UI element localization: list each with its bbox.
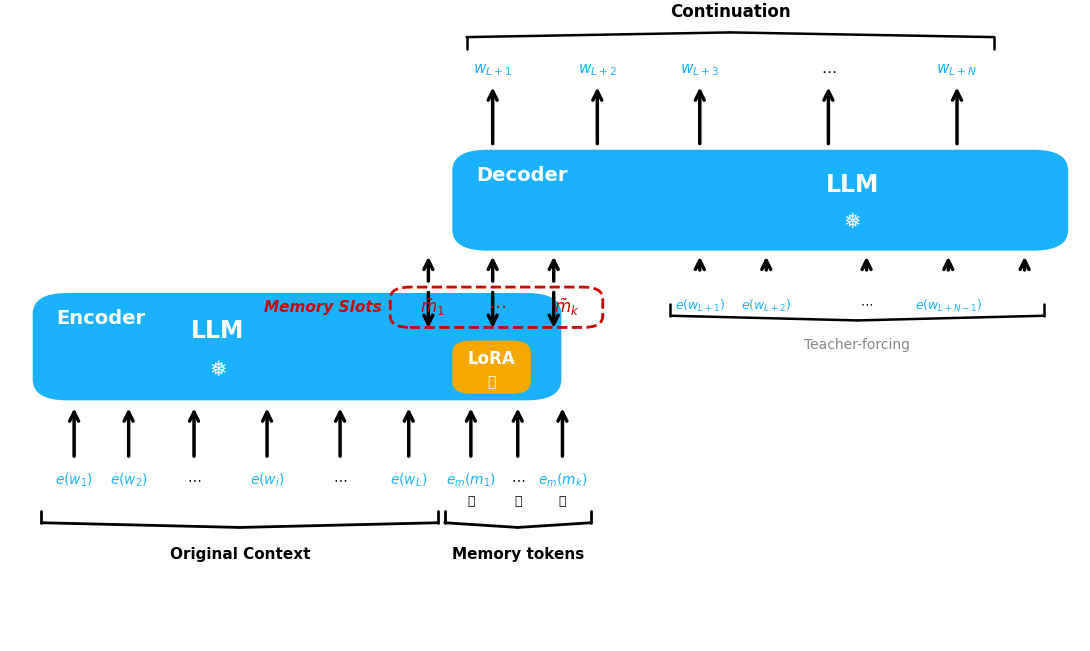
Text: Memory tokens: Memory tokens: [451, 547, 584, 562]
Text: $\cdots$: $\cdots$: [860, 298, 873, 311]
Text: $\cdots$: $\cdots$: [186, 472, 202, 486]
Text: $\tilde{m}_k$: $\tilde{m}_k$: [554, 297, 580, 318]
Text: Decoder: Decoder: [476, 166, 568, 185]
Text: Continuation: Continuation: [670, 3, 790, 21]
Text: Teacher-forcing: Teacher-forcing: [803, 338, 910, 352]
Text: $\cdots$: $\cdots$: [332, 472, 348, 486]
Text: $w_{L+2}$: $w_{L+2}$: [578, 62, 617, 78]
Text: $\cdots$: $\cdots$: [510, 472, 525, 486]
Text: $e(w_i)$: $e(w_i)$: [250, 472, 284, 490]
Text: Memory Slots: Memory Slots: [264, 299, 381, 315]
FancyBboxPatch shape: [33, 293, 561, 400]
Text: $\tilde{m}_1$: $\tilde{m}_1$: [421, 297, 445, 318]
Text: $w_{L+1}$: $w_{L+1}$: [473, 62, 512, 78]
Text: $e(w_2)$: $e(w_2)$: [110, 472, 147, 490]
Text: Original Context: Original Context: [170, 547, 310, 562]
Text: $\cdots$: $\cdots$: [487, 298, 506, 316]
Text: $w_{L+3}$: $w_{L+3}$: [680, 62, 719, 78]
FancyBboxPatch shape: [452, 150, 1068, 251]
Text: 🔥: 🔥: [514, 495, 521, 508]
Text: $e_m(m_1)$: $e_m(m_1)$: [446, 472, 496, 490]
Text: $e(w_1)$: $e(w_1)$: [56, 472, 93, 490]
Text: $e(w_{L+N-1})$: $e(w_{L+N-1})$: [915, 298, 982, 314]
Text: $w_{L+N}$: $w_{L+N}$: [936, 62, 978, 78]
Text: 🔥: 🔥: [468, 495, 474, 508]
Text: LLM: LLM: [826, 173, 880, 197]
Text: Encoder: Encoder: [57, 309, 146, 328]
FancyBboxPatch shape: [452, 340, 531, 394]
Text: $\cdots$: $\cdots$: [821, 63, 836, 78]
Text: LLM: LLM: [191, 318, 244, 342]
Text: $e_m(m_k)$: $e_m(m_k)$: [537, 472, 588, 490]
Text: ❅: ❅: [209, 360, 227, 380]
Text: ❅: ❅: [844, 212, 861, 232]
Text: $e(w_{L+1})$: $e(w_{L+1})$: [675, 298, 725, 314]
Text: 🔥: 🔥: [559, 495, 566, 508]
Text: $e(w_L)$: $e(w_L)$: [390, 472, 427, 490]
Text: LoRA: LoRA: [468, 350, 516, 368]
Text: 🔥: 🔥: [487, 375, 496, 389]
Text: $e(w_{L+2})$: $e(w_{L+2})$: [741, 298, 791, 314]
